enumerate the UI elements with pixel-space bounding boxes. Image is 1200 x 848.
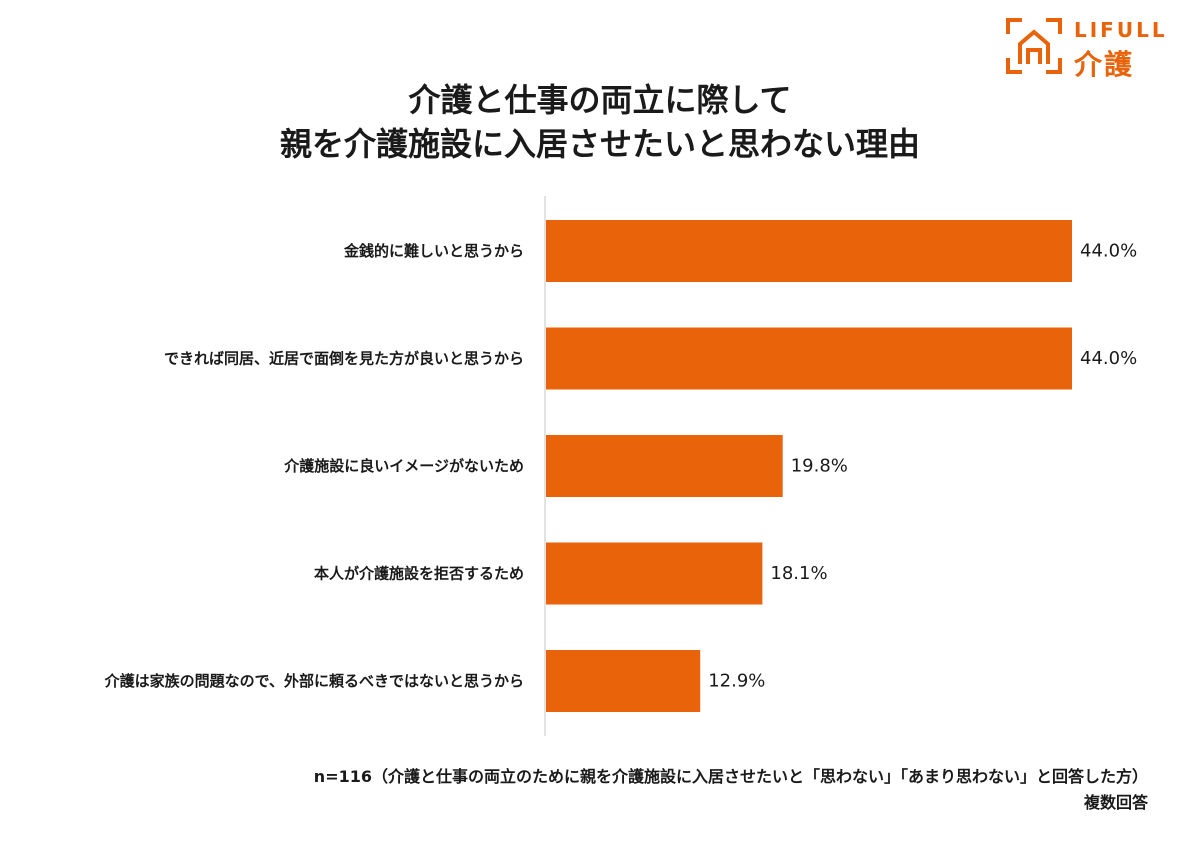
data-label: 19.8% xyxy=(791,456,848,477)
logo-text-ja: 介護 xyxy=(1074,48,1135,81)
brand-logo: LIFULL 介護 xyxy=(1004,16,1180,81)
chart-title: 介護と仕事の両立に際して 親を介護施設に入居させたいと思わない理由 xyxy=(0,78,1200,166)
footnote-sample: n=116（介護と仕事の両立のために親を介護施設に入居させたいと「思わない」「あ… xyxy=(313,767,1148,786)
data-label: 18.1% xyxy=(770,563,827,584)
house-frame-icon xyxy=(1006,18,1062,74)
footnote: n=116（介護と仕事の両立のために親を介護施設に入居させたいと「思わない」「あ… xyxy=(314,764,1148,816)
category-label: 金銭的に難しいと思うから xyxy=(343,242,524,260)
chart-title-line1: 介護と仕事の両立に際して xyxy=(408,81,792,119)
category-label: 介護は家族の問題なので、外部に頼るべきではないと思うから xyxy=(104,672,524,690)
bar-chart: 金銭的に難しいと思うから 44.0% できれば同居、近居で面倒を見た方が良いと思うか… xyxy=(104,196,1137,736)
category-label: 本人が介護施設を拒否するため xyxy=(314,565,524,583)
bar xyxy=(546,650,701,712)
bar xyxy=(546,542,763,605)
category-label: できれば同居、近居で面倒を見た方が良いと思うから xyxy=(164,350,524,368)
footnote-answer-type: 複数回答 xyxy=(1083,793,1148,812)
bar xyxy=(546,327,1072,390)
category-label: 介護施設に良いイメージがないため xyxy=(283,457,524,475)
chart-title-line2: 親を介護施設に入居させたいと思わない理由 xyxy=(279,125,920,163)
bar xyxy=(546,435,783,497)
data-label: 12.9% xyxy=(708,671,765,692)
data-label: 44.0% xyxy=(1080,348,1137,369)
bar xyxy=(546,220,1072,282)
data-label: 44.0% xyxy=(1080,241,1137,262)
logo-text-en: LIFULL xyxy=(1074,18,1168,42)
